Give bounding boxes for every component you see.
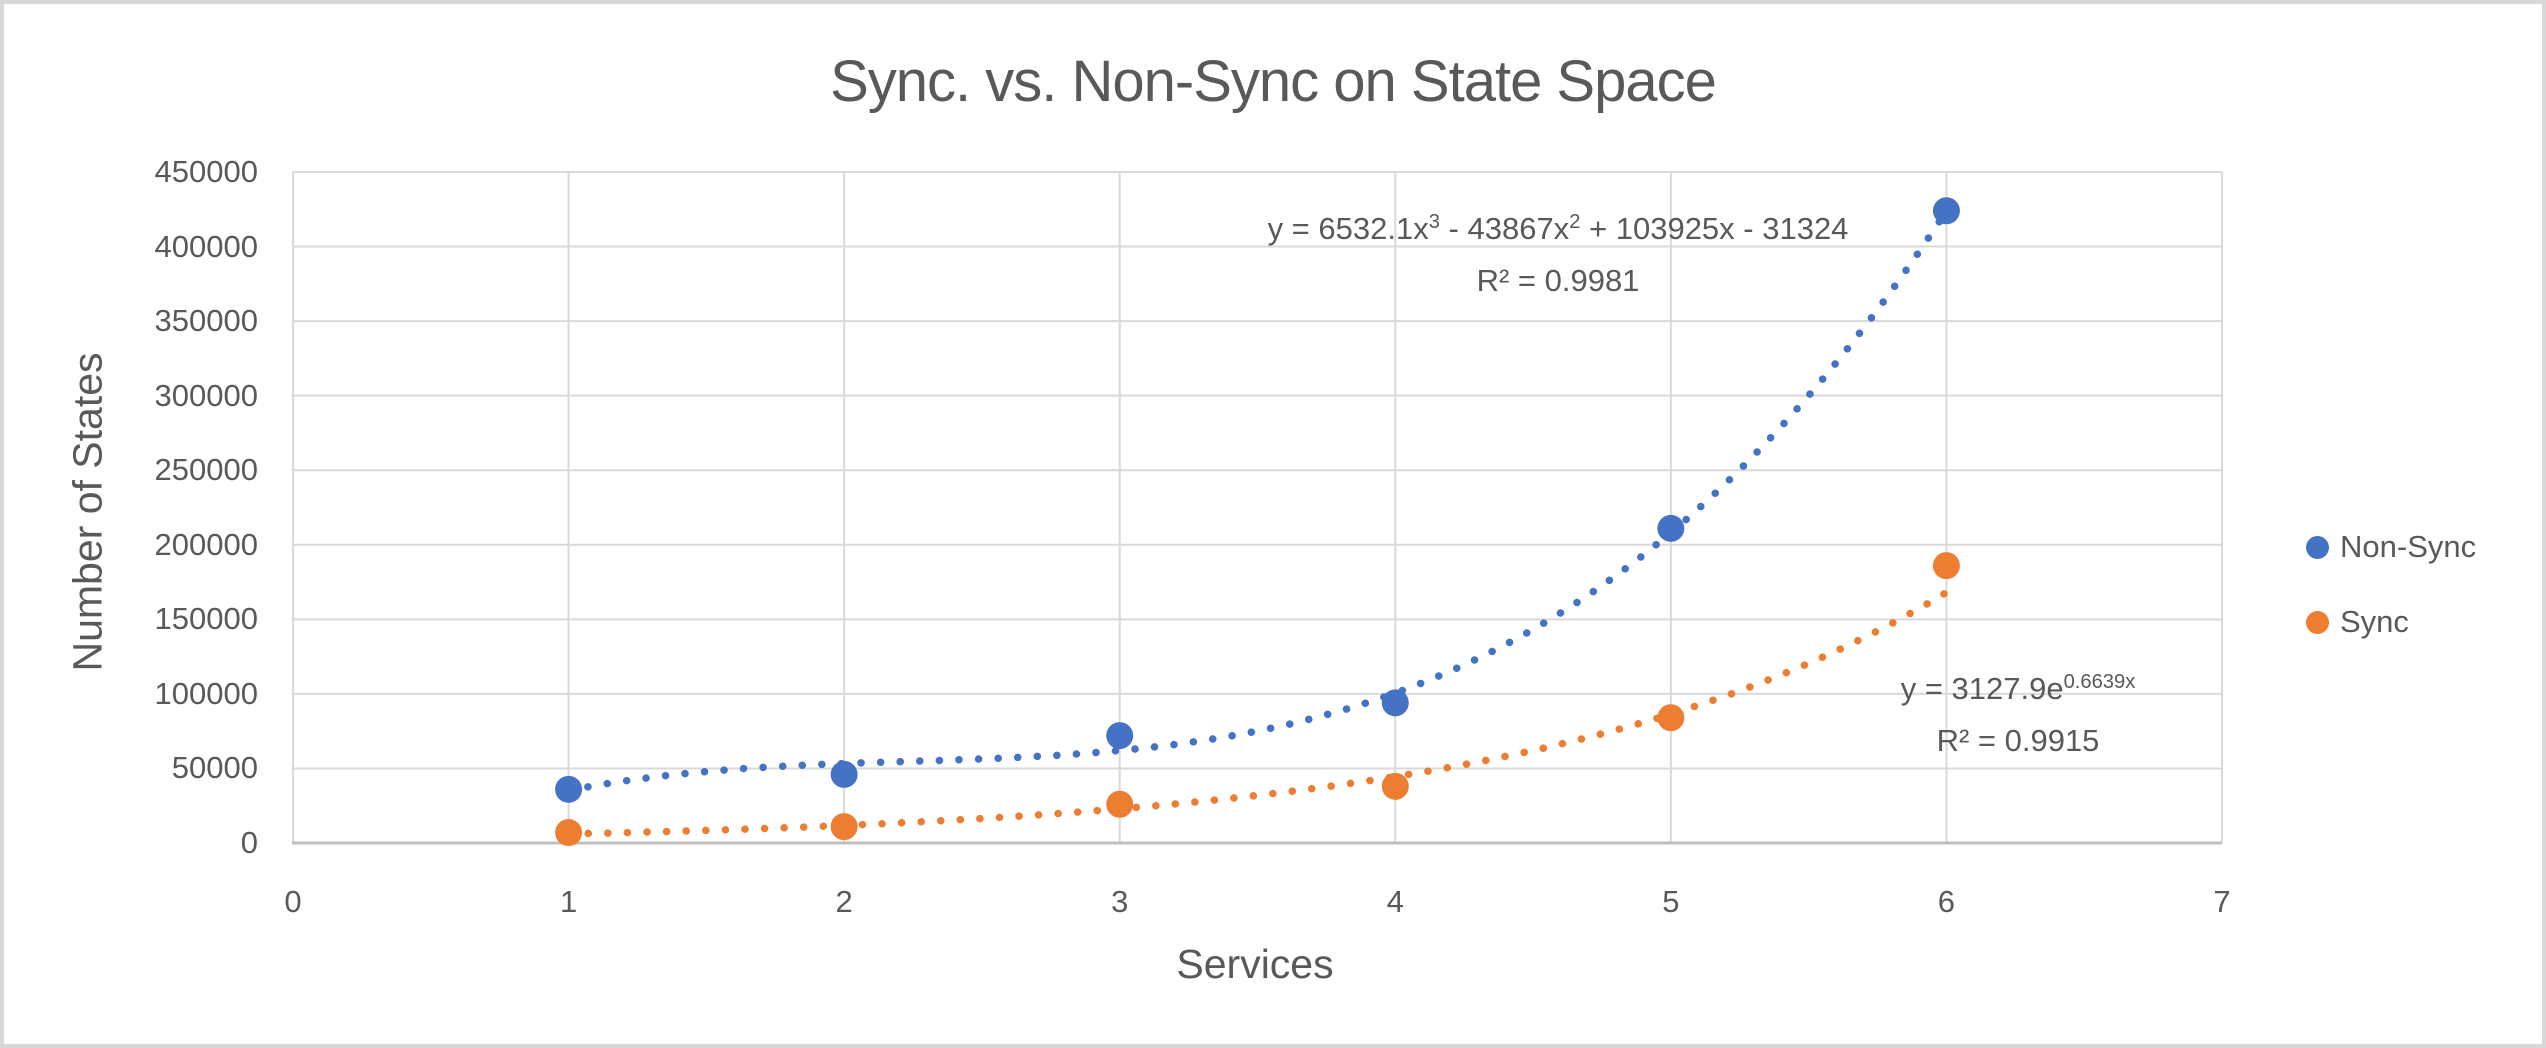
data-point-non-sync [830, 760, 858, 788]
y-tick-label: 400000 [154, 228, 258, 264]
legend-label: Non-Sync [2340, 529, 2477, 564]
trendline-equation-sync: y = 3127.9e0.6639x [1901, 665, 2136, 717]
y-tick-label: 250000 [154, 452, 258, 488]
y-tick-label: 350000 [154, 303, 258, 339]
y-tick-label: 150000 [154, 601, 258, 637]
x-tick-label: 5 [1662, 884, 1680, 919]
data-point-non-sync [555, 775, 583, 803]
trendline-r2-sync: R² = 0.9915 [1936, 723, 2100, 758]
y-tick-label: 50000 [171, 750, 258, 786]
trendline-label-sync: y = 3127.9e0.6639x R² = 0.9915 [1901, 665, 2136, 765]
x-tick-label: 4 [1386, 884, 1404, 919]
data-point-sync [830, 813, 858, 841]
x-tick-label: 6 [1937, 884, 1956, 919]
equation-part: 3 [1428, 210, 1440, 233]
x-tick-label: 1 [559, 884, 578, 919]
trendline-equation-non-sync: y = 6532.1x3 - 43867x2 + 103925x - 31324 [1268, 205, 1849, 257]
data-point-non-sync [1657, 514, 1685, 542]
equation-part: 0.6639x [2063, 670, 2136, 693]
y-tick-label: 300000 [154, 377, 258, 413]
x-tick-label: 2 [835, 884, 853, 919]
data-point-sync [1657, 704, 1685, 732]
trendline-label-non-sync: y = 6532.1x3 - 43867x2 + 103925x - 31324… [1268, 205, 1849, 305]
equation-part: 2 [1569, 210, 1581, 233]
data-point-non-sync [1381, 689, 1409, 717]
equation-part: y = 3127.9e [1900, 671, 2064, 706]
x-axis-title: Services [1176, 941, 1334, 987]
legend-label: Sync [2340, 604, 2409, 639]
chart-title: Sync. vs. Non-Sync on State Space [830, 49, 1717, 114]
trendline-sync [564, 588, 1951, 838]
trendline-non-sync [564, 207, 1951, 795]
y-tick-label: 450000 [154, 154, 258, 189]
equation-part: + 103925x - 31324 [1580, 211, 1849, 246]
y-tick-label: 100000 [154, 675, 258, 711]
legend-item-sync: Sync [2306, 604, 2409, 640]
data-point-non-sync [1106, 722, 1134, 750]
data-point-non-sync [1932, 197, 1960, 225]
legend-item-non-sync: Non-Sync [2306, 529, 2476, 565]
data-point-sync [1932, 552, 1960, 580]
trendline-r2-non-sync: R² = 0.9981 [1476, 263, 1640, 298]
data-point-sync [1106, 790, 1134, 818]
data-point-sync [1381, 772, 1409, 800]
y-tick-label: 200000 [154, 526, 258, 562]
x-tick-label: 0 [284, 884, 302, 919]
equation-part: y = 6532.1x [1267, 211, 1429, 246]
legend-marker-sync-icon [2306, 610, 2329, 634]
x-tick-label: 7 [2213, 884, 2231, 919]
y-tick-label: 0 [240, 825, 258, 860]
legend-marker-non-sync-icon [2306, 535, 2329, 559]
x-tick-label: 3 [1111, 884, 1129, 919]
data-point-sync [555, 819, 583, 847]
equation-part: - 43867x [1439, 211, 1570, 246]
